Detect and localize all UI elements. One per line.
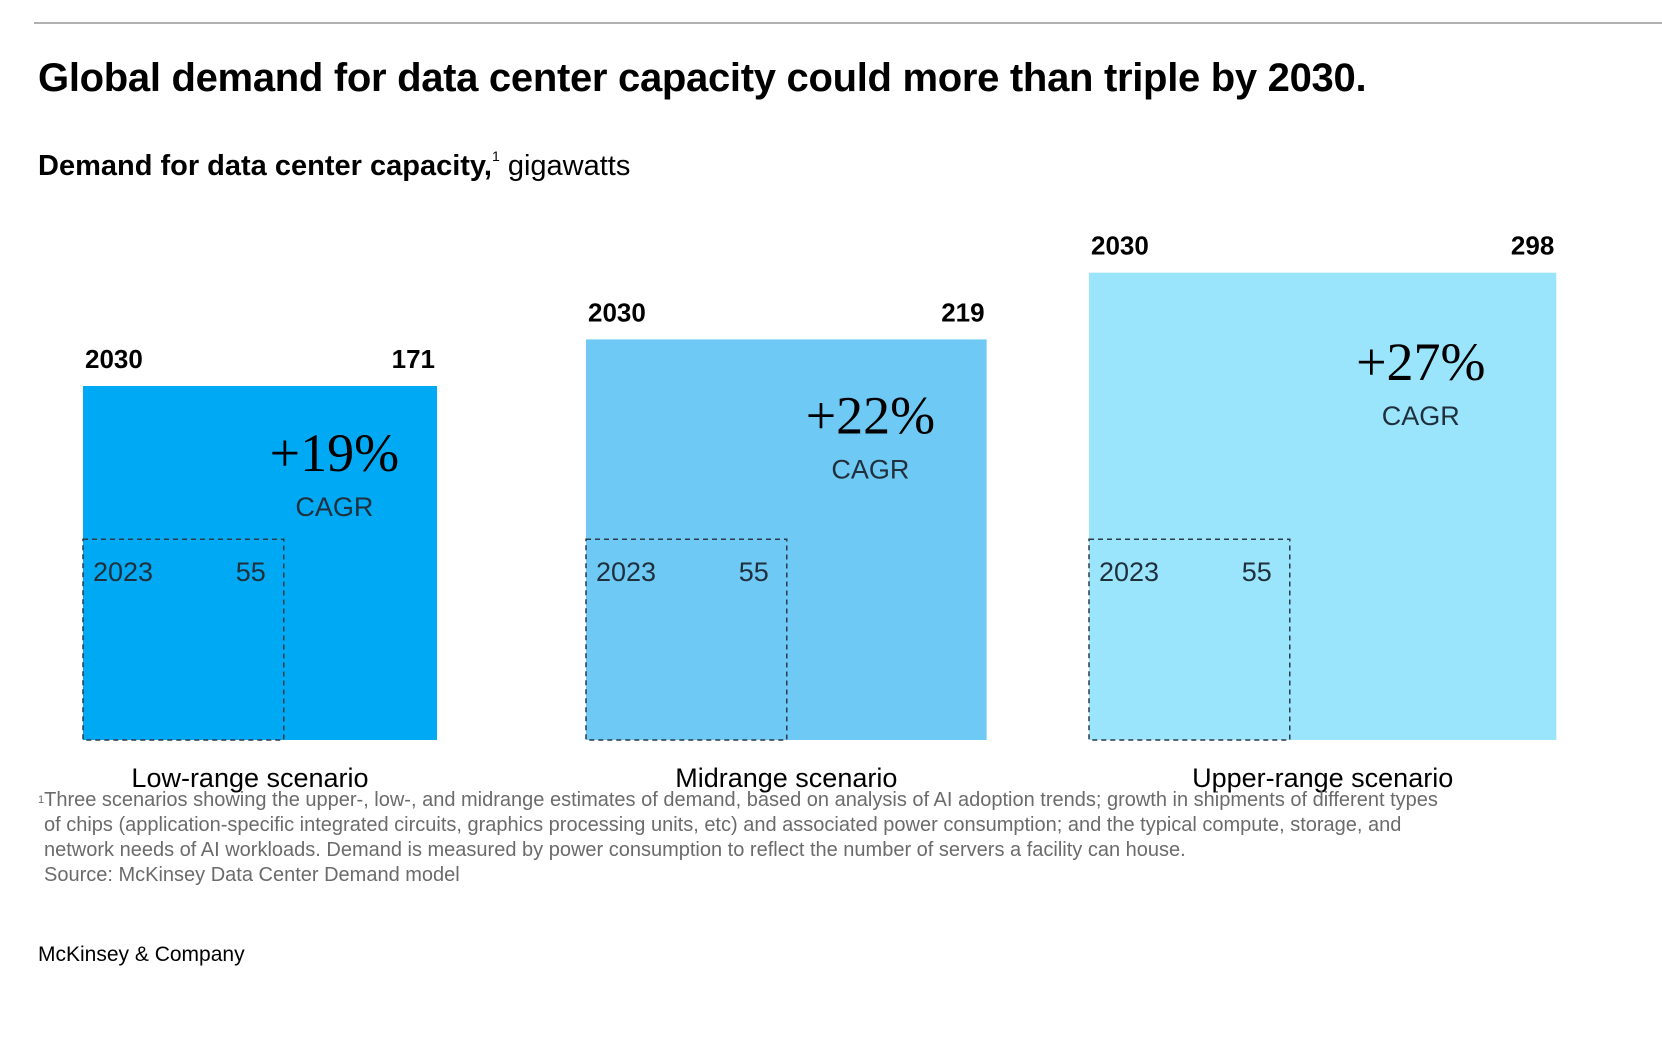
source-note: Source: McKinsey Data Center Demand mode… — [44, 864, 460, 886]
bar-2023-2 — [585, 538, 788, 741]
footnote-line-2: of chips (application-specific integrate… — [44, 814, 1402, 836]
footnote-line-3: network needs of AI workloads. Demand is… — [44, 839, 1186, 861]
footnote: 1Three scenarios showing the upper-, low… — [38, 788, 1578, 888]
label-2023-value-3: 55 — [1242, 557, 1272, 587]
label-2030-value-2: 219 — [941, 297, 984, 327]
bar-2030-1 — [83, 386, 437, 740]
chart-subtitle: Demand for data center capacity,1 gigawa… — [38, 148, 631, 183]
cagr-label-1: CAGR — [295, 492, 373, 522]
cagr-label-2: CAGR — [831, 455, 909, 485]
footnote-mark: 1 — [38, 794, 45, 806]
category-label-3: Upper-range scenario — [1192, 763, 1453, 793]
subtitle-unit: gigawatts — [507, 150, 631, 182]
top-rule — [34, 22, 1662, 24]
subtitle-label: Demand for data center capacity, — [38, 150, 492, 182]
bar-2030-3 — [1089, 272, 1557, 740]
cagr-value-1: +19% — [270, 423, 399, 483]
cagr-value-2: +22% — [806, 386, 935, 446]
category-label-1: Low-range scenario — [131, 763, 368, 793]
label-2030-value-3: 298 — [1511, 231, 1554, 261]
label-2030-value-1: 171 — [392, 344, 435, 374]
label-2023-year-2: 2023 — [596, 557, 656, 587]
chart-title: Global demand for data center capacity c… — [38, 56, 1367, 100]
label-2023-year-3: 2023 — [1099, 557, 1159, 587]
subtitle-footnote-mark: 1 — [491, 148, 500, 164]
label-2023-year-1: 2023 — [93, 557, 153, 587]
brand-logo-text: McKinsey & Company — [38, 943, 245, 966]
footnote-line-1: 1Three scenarios showing the upper-, low… — [38, 789, 1438, 811]
chart-svg: 2030 171 2023 55 +19% CAGR Low-range scenario 2… — [82, 231, 1557, 793]
category-label-2: Midrange scenario — [675, 763, 897, 793]
label-2030-year-1: 2030 — [85, 344, 143, 374]
label-2023-value-2: 55 — [739, 557, 769, 587]
label-2023-value-1: 55 — [236, 557, 266, 587]
cagr-value-3: +27% — [1356, 332, 1485, 392]
bar-2023-1 — [82, 538, 285, 741]
label-2030-year-3: 2030 — [1091, 231, 1149, 261]
bar-2023-3 — [1088, 538, 1291, 741]
cagr-label-3: CAGR — [1382, 401, 1460, 431]
label-2030-year-2: 2030 — [588, 297, 646, 327]
